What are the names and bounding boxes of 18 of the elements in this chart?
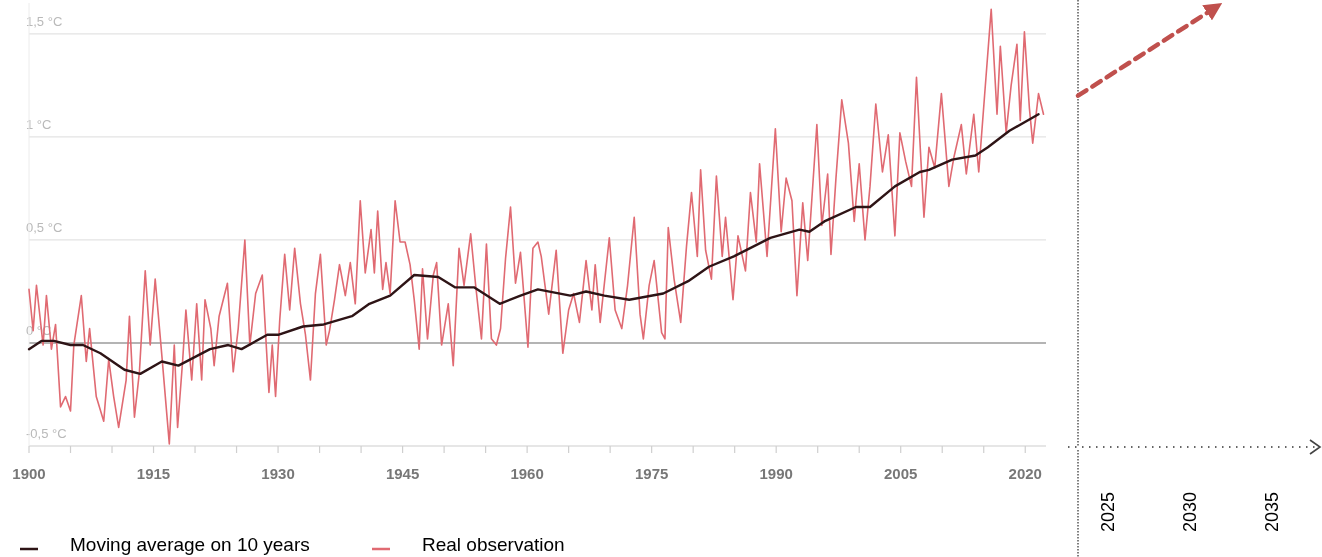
- x-tick-label: 1915: [136, 465, 171, 482]
- legend-label: Moving average on 10 years: [70, 534, 310, 555]
- x-tick-label: 2005: [884, 465, 918, 482]
- x-tick-label: 2030: [1179, 491, 1200, 533]
- x-tick-label: 1900: [12, 465, 46, 482]
- x-tick-label: 1930: [261, 465, 295, 482]
- x-tick-label: 1945: [385, 465, 420, 482]
- legend-label: Real observation: [422, 534, 565, 555]
- x-tick-label: 1960: [510, 465, 544, 482]
- y-tick-label: 0,5 °C: [26, 219, 63, 235]
- x-tick-label: 2020: [1008, 465, 1042, 482]
- y-tick-label: 1 °C: [26, 116, 52, 132]
- x-tick-label: 2035: [1261, 491, 1282, 533]
- x-tick-label: 1975: [634, 465, 669, 482]
- y-tick-label: -0,5 °C: [26, 426, 67, 441]
- x-tick-label: 2025: [1097, 491, 1118, 533]
- y-tick-label: 1,5 °C: [26, 13, 63, 29]
- x-tick-label: 1990: [759, 465, 793, 482]
